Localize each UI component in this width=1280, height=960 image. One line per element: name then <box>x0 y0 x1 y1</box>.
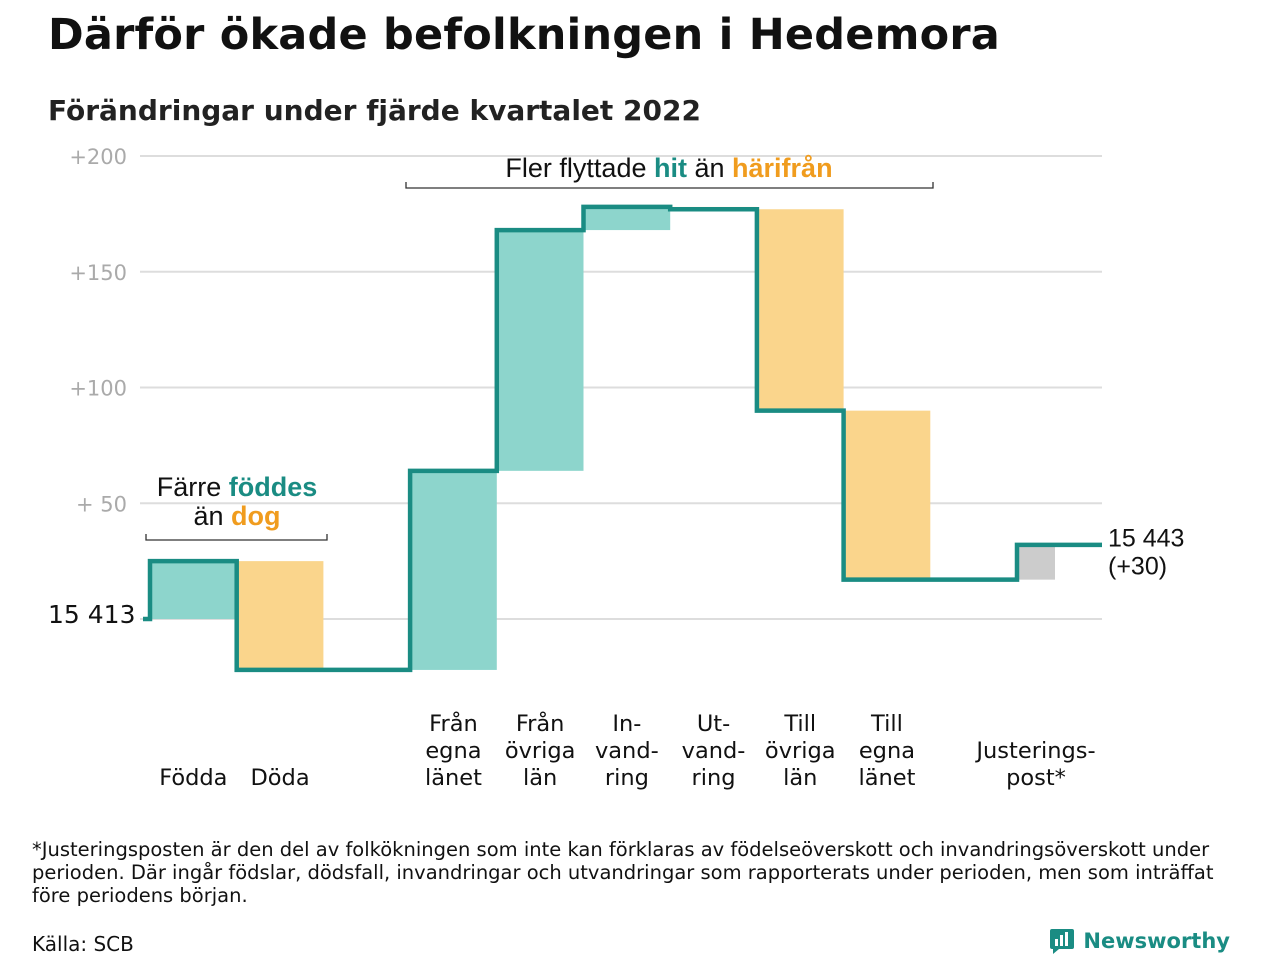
annotation-bracket <box>405 182 934 189</box>
category-label: egna <box>425 738 481 764</box>
end-change-label: (+30) <box>1108 553 1167 581</box>
category-label: Från <box>516 709 565 737</box>
chart-title: Därför ökade befolkningen i Hedemora <box>48 10 1001 60</box>
brand-name: Newsworthy <box>1083 929 1230 953</box>
category-label: vand- <box>682 738 746 764</box>
brand-logo: Newsworthy <box>1049 928 1230 954</box>
category-label: egna <box>859 738 915 764</box>
category-label: In- <box>612 711 641 737</box>
y-tick-label: +100 <box>69 377 127 401</box>
category-label: Till <box>870 711 903 737</box>
category-label: ring <box>605 765 649 791</box>
waterfall-bar <box>150 561 237 619</box>
category-label: Till <box>783 711 816 737</box>
category-label: Döda <box>250 765 309 791</box>
annotation-migration: Fler flyttade hit än härifrån <box>505 153 832 183</box>
newsworthy-logo-icon <box>1050 929 1075 954</box>
category-label: post* <box>1006 765 1066 791</box>
annotation-bracket <box>145 534 328 541</box>
y-tick-label: +200 <box>69 145 127 169</box>
category-label: länet <box>425 765 482 791</box>
category-label: Födda <box>159 765 227 791</box>
category-label: län <box>783 765 817 791</box>
category-label: Justerings- <box>974 738 1095 764</box>
waterfall-bar <box>843 410 931 580</box>
footnote: *Justeringsposten är den del av folkökni… <box>32 838 1214 907</box>
category-label: vand- <box>595 738 659 764</box>
end-value-label: 15 443 <box>1108 525 1184 553</box>
start-value-label: 15 413 <box>48 600 135 629</box>
waterfall-bar <box>410 470 497 670</box>
category-label: övriga <box>765 738 836 764</box>
category-label: ring <box>692 765 736 791</box>
category-label: länet <box>858 765 915 791</box>
waterfall-bar <box>496 230 584 471</box>
y-tick-label: + 50 <box>76 492 127 516</box>
annotation-births-line1: Färre föddes <box>157 472 318 502</box>
category-label: län <box>523 765 557 791</box>
waterfall-chart: +200 +150 +100 + 50 15 413 15 443(+30) Födda Dö… <box>48 145 1184 791</box>
running-total-line <box>143 204 1102 673</box>
y-tick-label: +150 <box>69 261 127 285</box>
waterfall-bar <box>583 206 671 231</box>
waterfall-bar <box>1017 544 1055 580</box>
chart-subtitle: Förändringar under fjärde kvartalet 2022 <box>48 94 701 127</box>
waterfall-bar <box>236 561 324 670</box>
waterfall-bar <box>756 209 844 411</box>
category-label: Ut- <box>697 711 730 737</box>
source-label: Källa: SCB <box>32 932 134 956</box>
annotation-births-line2: än dog <box>193 501 280 531</box>
category-label: övriga <box>505 738 576 764</box>
category-label: Från <box>429 709 478 737</box>
